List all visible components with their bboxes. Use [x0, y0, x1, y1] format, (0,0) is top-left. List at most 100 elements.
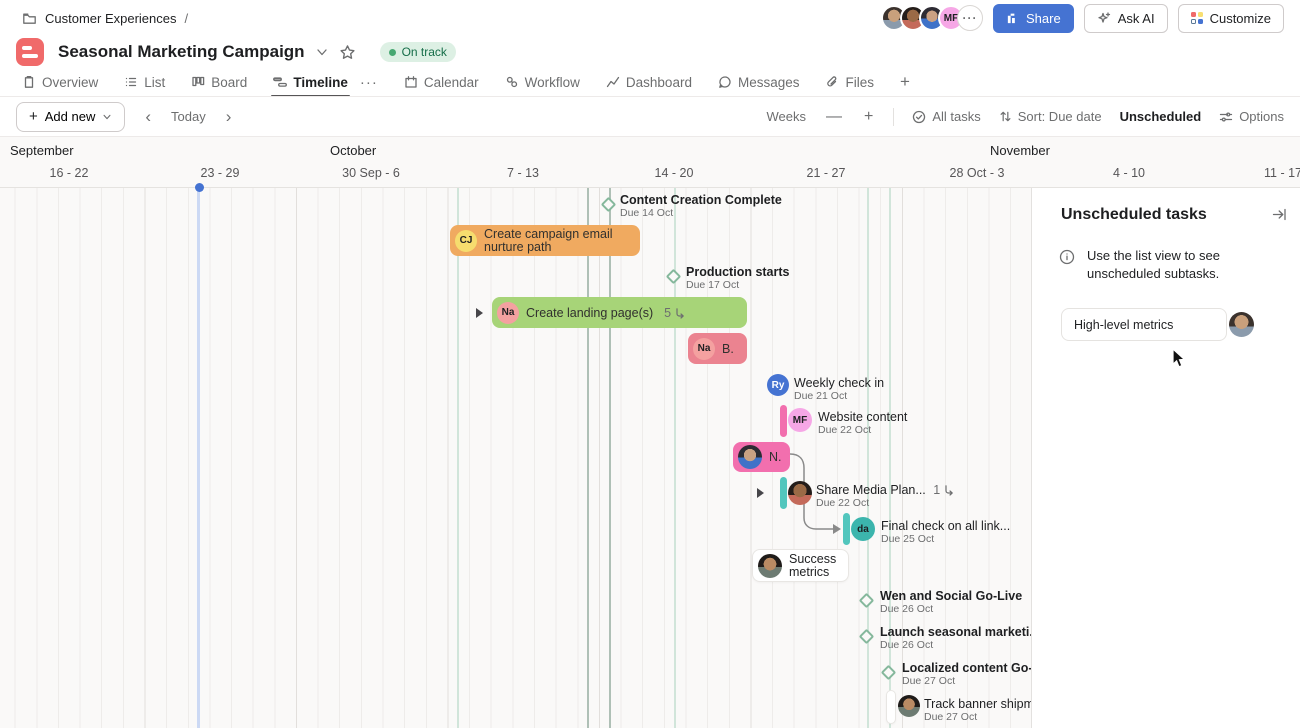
- prev-week-button[interactable]: ‹: [145, 106, 152, 126]
- assignee-avatar[interactable]: [788, 481, 812, 505]
- task-name[interactable]: Track banner shipmen...: [924, 697, 1031, 711]
- tab-board[interactable]: Board: [191, 68, 247, 96]
- week-header[interactable]: 16 - 22 23 - 29 30 Sep - 6 7 - 13 14 - 2…: [0, 159, 1300, 188]
- customize-button[interactable]: Customize: [1177, 3, 1284, 33]
- status-badge[interactable]: On track: [379, 42, 456, 62]
- breadcrumb-project[interactable]: Customer Experiences: [45, 10, 177, 26]
- task-due: Due 26 Oct: [880, 639, 934, 651]
- tab-messages[interactable]: Messages: [718, 68, 799, 96]
- task-name[interactable]: Website content: [818, 410, 908, 424]
- member-avatars[interactable]: MF ···: [881, 5, 984, 31]
- share-button[interactable]: Share: [993, 3, 1074, 33]
- task-bar[interactable]: CJ Create campaign email nurture path: [450, 225, 640, 256]
- all-tasks-filter[interactable]: All tasks: [912, 109, 981, 124]
- assignee-avatar[interactable]: Ry: [767, 374, 789, 396]
- task-bar[interactable]: Na Create landing page(s) 5: [492, 297, 747, 328]
- milestone-icon[interactable]: [858, 628, 875, 645]
- today-line: [197, 188, 200, 728]
- tab-overview[interactable]: Overview: [22, 68, 98, 96]
- week-label: 16 - 22: [49, 166, 89, 180]
- star-icon[interactable]: [339, 44, 356, 61]
- assignee-avatar[interactable]: [1229, 312, 1254, 337]
- files-icon: [827, 76, 837, 87]
- task-name[interactable]: Production starts: [686, 265, 790, 279]
- task-due: Due 14 Oct: [620, 207, 674, 219]
- milestone-icon[interactable]: [858, 592, 875, 609]
- breadcrumb[interactable]: Customer Experiences /: [22, 11, 188, 26]
- week-label: 14 - 20: [654, 166, 694, 180]
- week-label: 7 - 13: [507, 166, 539, 180]
- task-name[interactable]: Final check on all link...: [881, 519, 1011, 533]
- top-actions: MF ··· Share Ask AI Customize: [881, 3, 1284, 33]
- task-pill[interactable]: [780, 405, 787, 437]
- options-control[interactable]: Options: [1219, 109, 1284, 124]
- mouse-cursor: [1172, 348, 1186, 368]
- week-label: 28 Oct - 3: [949, 166, 1005, 180]
- task-pill[interactable]: [886, 690, 896, 724]
- assignee-avatar[interactable]: [898, 695, 920, 717]
- expand-caret-icon[interactable]: [476, 308, 483, 318]
- assignee-avatar: Na: [693, 337, 715, 360]
- unscheduled-task-card[interactable]: High-level metrics: [1061, 308, 1227, 341]
- task-name[interactable]: Wen and Social Go-Live: [880, 589, 1023, 603]
- view-tabs: Overview List Board Timeline ··· Calenda…: [22, 68, 910, 97]
- collapse-panel-icon[interactable]: [1272, 207, 1287, 222]
- tab-options-icon[interactable]: ···: [359, 73, 378, 91]
- toolbar-divider: [893, 107, 895, 126]
- tab-dashboard[interactable]: Dashboard: [606, 68, 692, 96]
- info-icon: [1059, 249, 1075, 265]
- task-bar[interactable]: N.: [733, 442, 790, 472]
- task-due: Due 27 Oct: [902, 675, 956, 687]
- board-icon: [192, 76, 205, 87]
- next-week-button[interactable]: ›: [225, 106, 232, 126]
- task-due: Due 25 Oct: [881, 533, 935, 545]
- assignee-avatar: [738, 445, 762, 469]
- today-button[interactable]: Today: [171, 109, 206, 124]
- sort-control[interactable]: Sort: Due date: [999, 109, 1102, 124]
- timeline-canvas[interactable]: Content Creation Complete Due 14 Oct CJ …: [0, 188, 1031, 728]
- task-bar[interactable]: Success metrics: [752, 549, 849, 582]
- zoom-level-select[interactable]: Weeks: [766, 109, 806, 124]
- task-pill[interactable]: [843, 513, 850, 545]
- check-circle-icon: [913, 110, 926, 123]
- task-name[interactable]: Content Creation Complete: [620, 193, 782, 207]
- assignee-avatar: Na: [497, 301, 519, 324]
- tab-timeline[interactable]: Timeline: [271, 68, 350, 97]
- task-pill[interactable]: [780, 477, 787, 509]
- assignee-avatar: CJ: [455, 229, 477, 252]
- month-header: September October November: [0, 137, 1300, 159]
- chevron-down-icon[interactable]: [315, 45, 329, 59]
- task-name[interactable]: Weekly check in: [794, 376, 885, 390]
- task-name[interactable]: Share Media Plan... 1: [816, 483, 955, 497]
- zoom-out-button[interactable]: —: [825, 107, 842, 125]
- tab-files[interactable]: Files: [825, 68, 874, 96]
- tab-list[interactable]: List: [124, 68, 165, 96]
- zoom-in-button[interactable]: +: [863, 107, 874, 125]
- today-marker-icon[interactable]: [195, 183, 204, 192]
- task-due: Due 22 Oct: [818, 424, 872, 436]
- milestone-guide-line: [867, 188, 869, 728]
- task-due: Due 27 Oct: [924, 711, 978, 723]
- tab-workflow[interactable]: Workflow: [505, 68, 580, 96]
- milestone-icon[interactable]: [880, 664, 897, 681]
- ask-ai-button[interactable]: Ask AI: [1083, 3, 1168, 33]
- customize-icon: [1190, 12, 1203, 24]
- list-icon: [126, 77, 137, 87]
- task-bar[interactable]: Na B.: [688, 333, 747, 364]
- task-name[interactable]: Localized content Go-Live!!: [902, 661, 1031, 675]
- expand-caret-icon[interactable]: [757, 488, 764, 498]
- add-tab-button[interactable]: +: [900, 72, 910, 91]
- dependency-connector: [789, 453, 841, 534]
- add-new-button[interactable]: + Add new: [16, 101, 126, 132]
- milestone-guide-line: [457, 188, 459, 728]
- milestone-icon[interactable]: [665, 268, 682, 285]
- milestone-icon[interactable]: [600, 196, 617, 213]
- tab-calendar[interactable]: Calendar: [404, 68, 479, 96]
- task-name[interactable]: Launch seasonal marketi...: [880, 625, 1031, 639]
- assignee-avatar[interactable]: da: [851, 517, 875, 541]
- overview-icon: [24, 75, 34, 88]
- avatar-overflow[interactable]: ···: [957, 5, 984, 31]
- sparkle-icon: [1098, 12, 1110, 23]
- assignee-avatar[interactable]: MF: [788, 408, 812, 432]
- unscheduled-toggle[interactable]: Unscheduled: [1119, 109, 1202, 124]
